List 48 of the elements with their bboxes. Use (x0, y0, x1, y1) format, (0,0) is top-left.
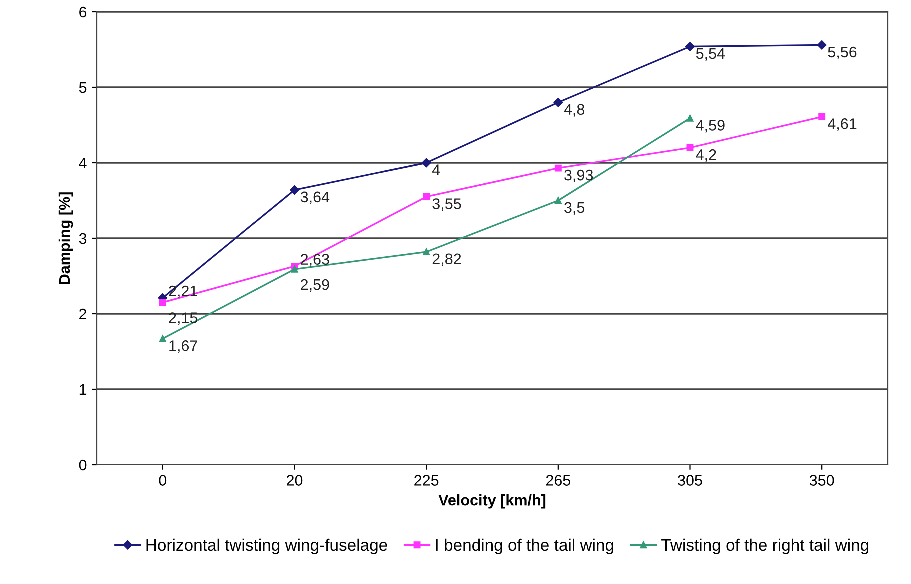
x-tick-label: 20 (287, 475, 303, 486)
point (554, 98, 564, 108)
legend-label: Twisting of the right tail wing (662, 538, 869, 554)
point (423, 248, 430, 256)
legend-label: Horizontal twisting wing-fuselage (146, 538, 388, 554)
y-tick-label: 0 (79, 460, 87, 471)
y-tick-label: 3 (79, 233, 87, 244)
point (159, 335, 166, 342)
point (422, 158, 432, 168)
point (554, 197, 562, 204)
y-tick-label: 6 (80, 6, 87, 18)
data-label: 2,15 (169, 312, 198, 326)
point (686, 144, 694, 152)
data-label: 5,54 (696, 48, 726, 61)
data-label: 3,5 (564, 202, 585, 215)
y-axis-title: Damping [%] (58, 192, 74, 284)
y-tick-label: 1 (80, 384, 87, 396)
point (686, 42, 695, 52)
x-axis-title: Velocity [km/h] (438, 494, 546, 509)
x-tick-label: 0 (159, 475, 167, 486)
data-label: 4 (432, 164, 440, 176)
point (686, 114, 694, 122)
x-tick-label: 265 (546, 475, 571, 486)
data-label: 4,59 (696, 120, 725, 133)
data-label: 2,59 (301, 279, 330, 292)
data-label: 1,67 (170, 340, 198, 354)
y-tick-label: 5 (79, 82, 87, 94)
data-label: 3,55 (432, 198, 462, 212)
data-label: 2,82 (432, 254, 462, 266)
data-label: 4,8 (564, 104, 585, 117)
x-tick-label: 350 (810, 475, 834, 486)
data-label: 5,56 (828, 46, 857, 60)
data-label: 4,61 (828, 118, 857, 132)
point (291, 266, 298, 273)
point (817, 40, 827, 50)
data-label: 3,64 (300, 192, 330, 204)
point (159, 299, 166, 306)
legend-label: I bending of the tail wing (436, 538, 614, 554)
point (818, 113, 826, 120)
y-tick-label: 2 (80, 308, 87, 320)
y-tick-label: 4 (79, 158, 87, 169)
point (290, 186, 300, 195)
point (423, 194, 430, 200)
data-label: 3,93 (564, 170, 594, 183)
data-label: 4,2 (696, 150, 716, 162)
x-tick-label: 305 (678, 475, 702, 486)
x-tick-label: 225 (414, 475, 439, 486)
point (554, 164, 562, 172)
